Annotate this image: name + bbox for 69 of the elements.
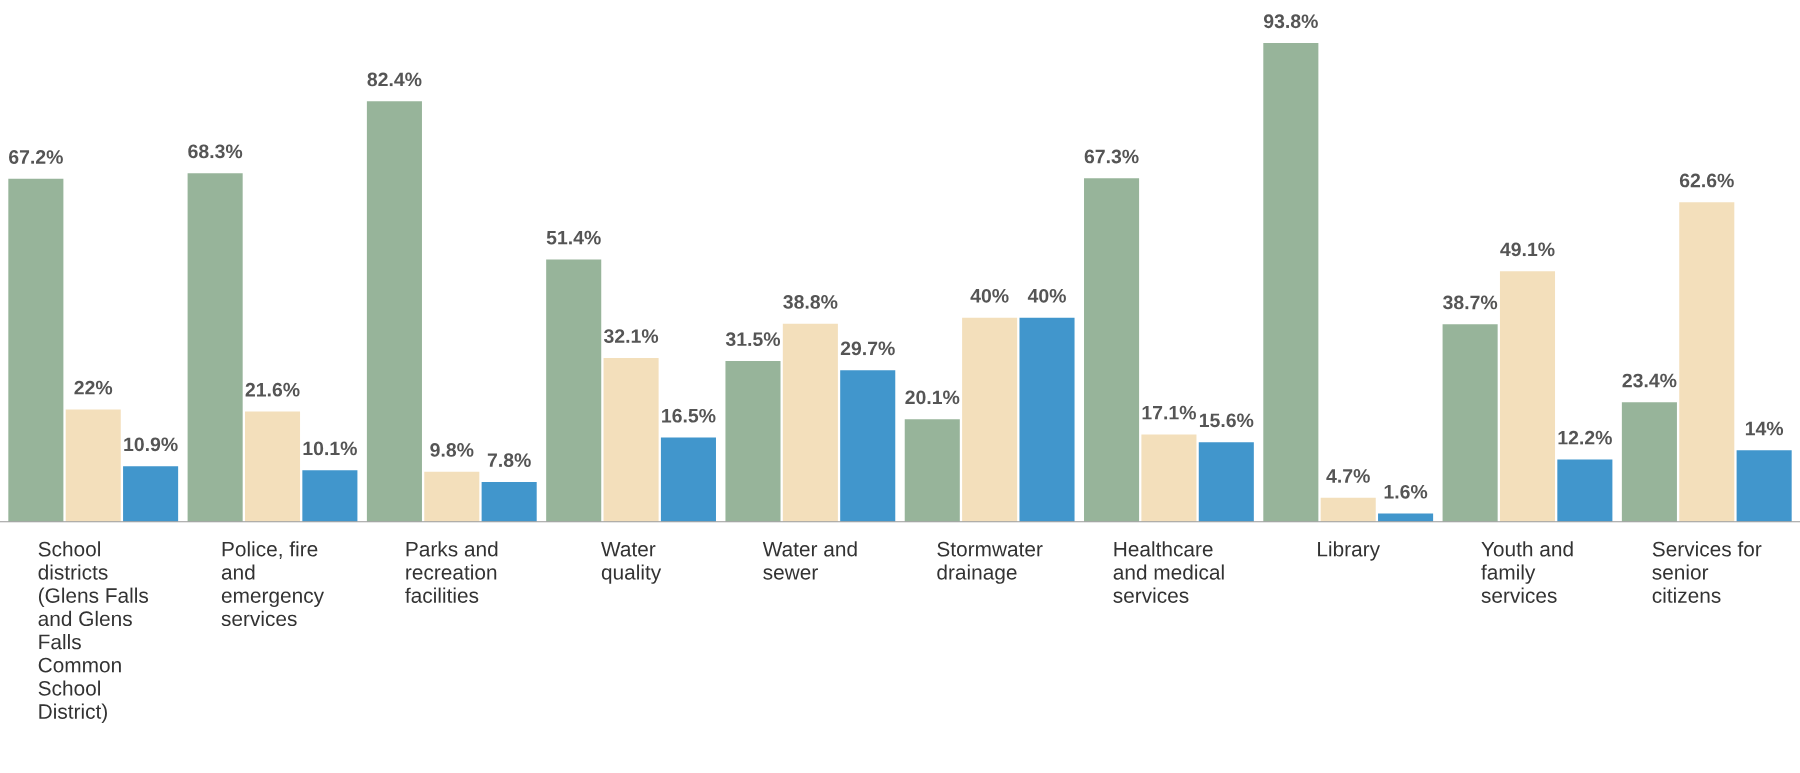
bar bbox=[962, 317, 1018, 522]
bar bbox=[244, 411, 301, 522]
bar bbox=[1141, 434, 1197, 522]
data-label: 40% bbox=[1027, 288, 1066, 303]
data-label: 14% bbox=[1745, 421, 1784, 436]
data-label: 17.1% bbox=[1142, 405, 1196, 420]
bar bbox=[660, 437, 716, 522]
bar bbox=[782, 323, 838, 522]
data-label: 68.3% bbox=[188, 144, 243, 159]
bar bbox=[8, 178, 64, 522]
data-label: 7.8% bbox=[487, 453, 531, 468]
bar bbox=[546, 259, 602, 522]
bar bbox=[123, 466, 179, 522]
bar bbox=[187, 173, 243, 522]
data-label: 4.7% bbox=[1326, 469, 1370, 483]
bar bbox=[1198, 442, 1254, 522]
bar bbox=[1263, 43, 1319, 522]
data-label: 21.6% bbox=[245, 382, 300, 397]
x-tick-label: Services for senior citizens bbox=[1652, 541, 1762, 603]
bar bbox=[1320, 497, 1376, 522]
bar bbox=[366, 101, 422, 522]
data-label: 15.6% bbox=[1199, 413, 1254, 428]
bar bbox=[840, 370, 896, 522]
data-label: 38.7% bbox=[1443, 295, 1498, 310]
bar bbox=[904, 419, 960, 522]
data-label: 32.1% bbox=[603, 329, 659, 344]
data-label: 31.5% bbox=[725, 332, 781, 347]
bar bbox=[1499, 271, 1556, 522]
data-label: 9.8% bbox=[430, 443, 474, 457]
x-tick-label: Stormwater drainage bbox=[937, 541, 1043, 584]
data-label: 62.6% bbox=[1679, 173, 1734, 188]
bar bbox=[65, 409, 121, 522]
bar bbox=[1084, 178, 1140, 522]
x-tick-label: School districts (Glens Falls and Glens Falls Common School District) bbox=[38, 541, 149, 723]
bar bbox=[603, 357, 659, 522]
bar bbox=[1621, 402, 1677, 522]
data-label: 49.1% bbox=[1500, 242, 1555, 257]
bar bbox=[1019, 317, 1075, 522]
data-label: 12.2% bbox=[1558, 430, 1612, 445]
data-label: 16.5% bbox=[662, 408, 716, 423]
data-label: 40% bbox=[970, 288, 1009, 303]
bar bbox=[302, 470, 358, 522]
data-label: 10.1% bbox=[303, 441, 357, 456]
x-tick-label: Healthcare and medical services bbox=[1113, 541, 1224, 603]
data-label: 20.1% bbox=[905, 390, 960, 405]
x-tick-label: Library bbox=[1318, 541, 1381, 561]
data-label: 51.4% bbox=[546, 230, 601, 245]
data-label: 1.6% bbox=[1384, 484, 1428, 499]
data-label: 10.9% bbox=[124, 437, 178, 452]
data-label: 22% bbox=[74, 380, 113, 395]
bar bbox=[1736, 450, 1792, 522]
x-tick-label: Youth and family services bbox=[1481, 541, 1573, 603]
data-label: 67.3% bbox=[1084, 149, 1139, 164]
x-tick-label: Police, fire and emergency services bbox=[221, 541, 324, 627]
x-tick-label: Water and sewer bbox=[762, 541, 857, 580]
bar bbox=[725, 361, 781, 522]
bar bbox=[1557, 459, 1613, 522]
bar bbox=[1679, 202, 1735, 522]
data-label: 23.4% bbox=[1622, 373, 1677, 388]
x-tick-label: Parks and recreation facilities bbox=[405, 541, 498, 603]
x-tick-label: Water quality bbox=[601, 541, 662, 584]
data-label: 82.4% bbox=[367, 72, 422, 87]
data-label: 67.2% bbox=[9, 150, 63, 164]
bar bbox=[1442, 324, 1498, 522]
bar bbox=[424, 471, 480, 522]
data-label: 38.8% bbox=[783, 295, 838, 309]
data-label: 93.8% bbox=[1263, 14, 1318, 29]
bar bbox=[481, 481, 537, 522]
data-label: 29.7% bbox=[840, 341, 895, 356]
